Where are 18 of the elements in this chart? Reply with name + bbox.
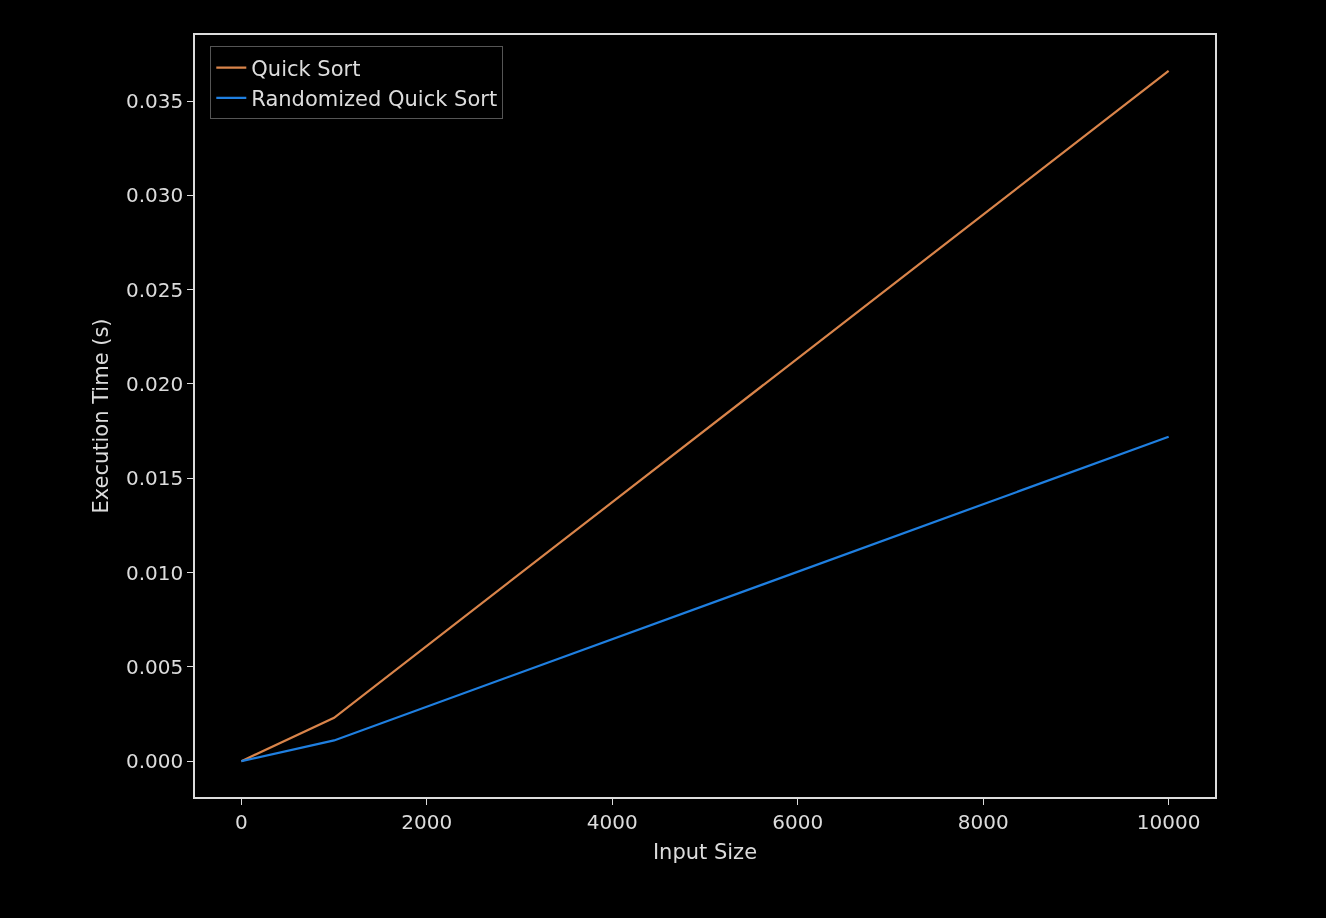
y-tick-label: 0.010 (125, 560, 184, 585)
x-tick-label: 0 (234, 809, 248, 834)
x-tick-label: 10000 (1136, 809, 1201, 834)
y-tick-label: 0.030 (125, 183, 184, 208)
x-tick-label: 4000 (586, 809, 638, 834)
legend-label: Randomized Quick Sort (251, 87, 498, 112)
y-tick-label: 0.005 (125, 654, 184, 679)
y-tick-label: 0.000 (125, 749, 184, 774)
y-axis-title: Execution Time (s) (88, 318, 113, 514)
x-axis-title: Input Size (652, 840, 758, 865)
y-tick-label: 0.035 (125, 89, 184, 114)
x-tick-label: 6000 (772, 809, 824, 834)
y-tick-label: 0.025 (125, 277, 184, 302)
y-tick-label: 0.020 (125, 371, 184, 396)
x-tick-label: 2000 (401, 809, 453, 834)
x-tick-label: 8000 (957, 809, 1009, 834)
legend-label: Quick Sort (251, 56, 361, 81)
y-tick-label: 0.015 (125, 466, 184, 491)
